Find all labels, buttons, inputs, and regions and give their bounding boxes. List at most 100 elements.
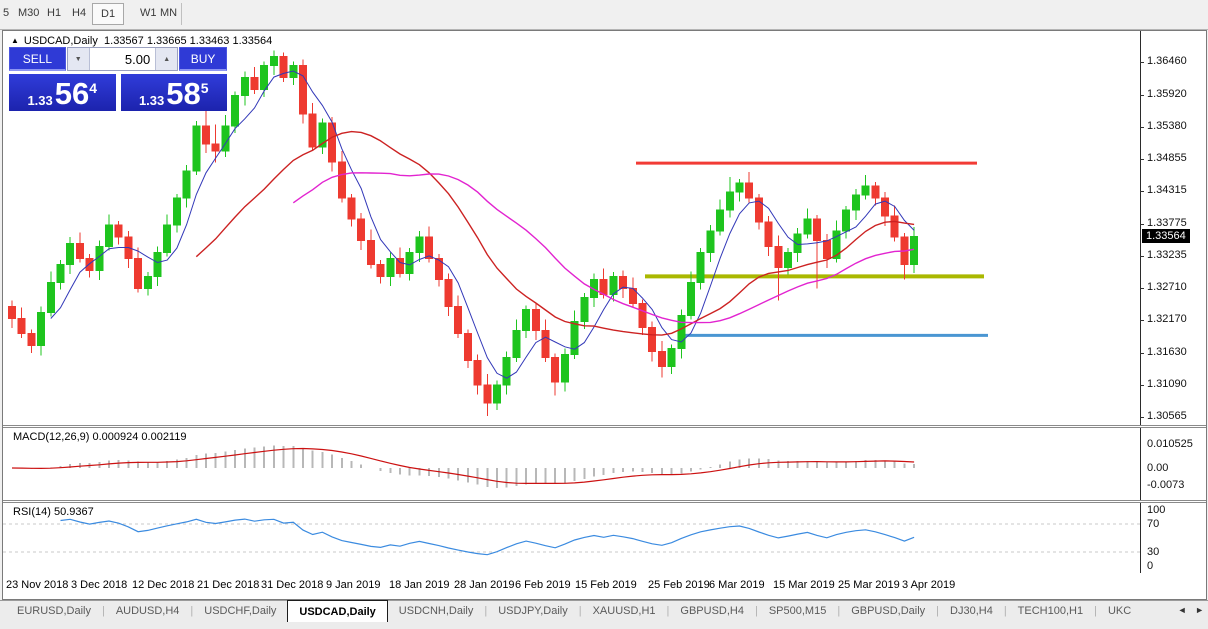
symbol-tab-usdcnh-daily[interactable]: USDCNH,Daily	[398, 605, 474, 617]
axis-tick	[1140, 287, 1144, 289]
chart-symbol-period: USDCAD,Daily	[23, 35, 98, 47]
axis-tick	[1140, 416, 1144, 418]
axis-tick	[1140, 223, 1144, 225]
tab-separator: |	[1094, 605, 1097, 617]
axis-tick	[1140, 320, 1144, 322]
axis-tick	[1140, 352, 1144, 354]
sell-price-pip: 4	[89, 80, 98, 96]
one-click-trading-panel: SELL ▼ 5.00 ▲ BUY 1.33 56 4 1.33	[9, 47, 227, 111]
axis-label: 1.32170	[1147, 313, 1187, 326]
date-label: 31 Dec 2018	[261, 579, 324, 591]
tab-separator: |	[1003, 605, 1007, 617]
date-label: 6 Mar 2019	[709, 579, 765, 591]
axis-label: 1.31630	[1147, 345, 1187, 358]
sell-price-big: 56	[54, 76, 90, 111]
current-price-badge: 1.33564	[1142, 229, 1190, 244]
up-arrow-icon: ▲	[163, 55, 171, 63]
toolbar-separator	[181, 3, 182, 25]
axis-label: 1.33775	[1147, 216, 1187, 229]
timeframe-button-5[interactable]: 5	[3, 7, 10, 19]
timeframe-button-h1[interactable]: H1	[47, 7, 62, 19]
chart-window: 1.36460 1.35920 1.35380 1.34855 1.34315 1.337…	[2, 30, 1207, 600]
tab-separator: |	[936, 605, 940, 617]
sell-price-display[interactable]: 1.33 56 4	[9, 74, 116, 111]
collapse-icon[interactable]: ▲	[11, 36, 19, 45]
axis-label: 30	[1147, 546, 1160, 558]
symbol-tab-gbpusd-h4[interactable]: GBPUSD,H4	[680, 605, 744, 617]
symbol-tab-gbpusd-daily[interactable]: GBPUSD,Daily	[851, 605, 926, 617]
axis-label: 1.35380	[1147, 120, 1187, 133]
date-label: 3 Dec 2018	[71, 579, 128, 591]
sell-button[interactable]: SELL	[9, 47, 66, 71]
timeframe-button-m30[interactable]: M30	[18, 7, 40, 19]
date-label: 25 Feb 2019	[648, 579, 710, 591]
date-axis: 23 Nov 2018 3 Dec 2018 12 Dec 2018 21 Dec 2…	[3, 573, 1206, 599]
buy-price-big: 58	[166, 76, 201, 111]
axis-tick	[1140, 256, 1144, 258]
rsi-panel: RSI(14) 50.9367 100 70 30 0	[3, 503, 1206, 573]
timeframe-button-h4[interactable]: H4	[72, 7, 87, 19]
panel-separator[interactable]	[3, 425, 1206, 428]
date-label: 21 Dec 2018	[197, 579, 260, 591]
symbol-tab-usdchf-daily[interactable]: USDCHF,Daily	[204, 605, 277, 617]
axis-label: 0.010525	[1147, 437, 1193, 450]
timeframe-button-mn[interactable]: MN	[160, 7, 178, 19]
axis-label: 1.34315	[1147, 184, 1187, 197]
chart-title: ▲ USDCAD,Daily 1.33567 1.33665 1.33463 1.…	[11, 35, 272, 47]
date-label: 9 Jan 2019	[326, 579, 381, 591]
axis-divider	[1140, 428, 1141, 500]
symbol-tab-usdjpy-daily[interactable]: USDJPY,Daily	[498, 605, 568, 617]
symbol-tab-audusd-h4[interactable]: AUDUSD,H4	[115, 605, 180, 617]
panel-separator[interactable]	[3, 500, 1206, 503]
axis-tick	[1140, 385, 1144, 387]
date-label: 28 Jan 2019	[454, 579, 515, 591]
axis-divider	[1140, 503, 1141, 573]
tab-separator: |	[484, 605, 488, 617]
macd-canvas[interactable]	[3, 428, 1140, 500]
tab-separator: |	[666, 605, 670, 617]
price-chart-canvas[interactable]	[3, 31, 1140, 425]
symbol-tab-eurusd-daily[interactable]: EURUSD,Daily	[17, 605, 91, 617]
macd-panel: MACD(12,26,9) 0.000924 0.002119 0.010525…	[3, 428, 1206, 500]
symbol-tab-tech100-h1[interactable]: TECH100,H1	[1017, 605, 1084, 617]
symbol-tab-sp500-m15[interactable]: SP500,M15	[768, 605, 827, 617]
axis-label: 0	[1147, 560, 1154, 572]
axis-label: 70	[1147, 518, 1160, 530]
axis-tick	[1140, 191, 1144, 193]
date-label: 25 Mar 2019	[838, 579, 900, 591]
date-label: 18 Jan 2019	[389, 579, 450, 591]
buy-price-prefix: 1.33	[138, 93, 165, 108]
volume-decrease-button[interactable]: ▼	[67, 48, 90, 70]
tab-scroll-right-icon[interactable]: ►	[1195, 605, 1204, 615]
sell-price-prefix: 1.33	[27, 93, 53, 108]
timeframe-button-w1[interactable]: W1	[140, 7, 157, 19]
axis-label: 1.32710	[1147, 280, 1187, 293]
axis-divider	[1140, 31, 1141, 425]
date-label: 6 Feb 2019	[515, 579, 571, 591]
tab-scroll-left-icon[interactable]: ◄	[1177, 605, 1187, 615]
rsi-canvas[interactable]	[3, 503, 1140, 573]
timeframe-button-d1[interactable]: D1	[92, 3, 125, 25]
macd-label: MACD(12,26,9) 0.000924 0.002119	[13, 431, 187, 443]
axis-label: 1.36460	[1147, 55, 1187, 67]
symbol-tab-dj30-h4[interactable]: DJ30,H4	[950, 605, 993, 617]
symbol-tab-xauusd-h1[interactable]: XAUUSD,H1	[592, 605, 656, 617]
axis-tick	[1140, 158, 1144, 160]
axis-label: 1.31090	[1147, 378, 1187, 391]
axis-label: -0.0073	[1147, 478, 1185, 491]
buy-button[interactable]: BUY	[179, 47, 227, 71]
date-label: 15 Mar 2019	[773, 579, 835, 591]
symbol-tab-ukc[interactable]: UKC	[1107, 605, 1132, 617]
buy-price-display[interactable]: 1.33 58 5	[120, 74, 227, 111]
chart-ohlc-values: 1.33567 1.33665 1.33463 1.33564	[104, 35, 273, 47]
volume-increase-button[interactable]: ▲	[155, 48, 178, 70]
axis-label: 0.00	[1147, 462, 1169, 474]
tab-separator: |	[190, 605, 194, 617]
volume-input[interactable]: 5.00	[124, 52, 151, 67]
symbol-tab-bar: EURUSD,Daily | AUDUSD,H4 | USDCHF,Daily USDCA…	[0, 600, 1208, 629]
date-label: 23 Nov 2018	[6, 579, 69, 591]
symbol-tab-usdcad-daily[interactable]: USDCAD,Daily	[287, 600, 388, 622]
axis-label: 1.34855	[1147, 151, 1187, 164]
axis-tick	[1140, 62, 1144, 63]
